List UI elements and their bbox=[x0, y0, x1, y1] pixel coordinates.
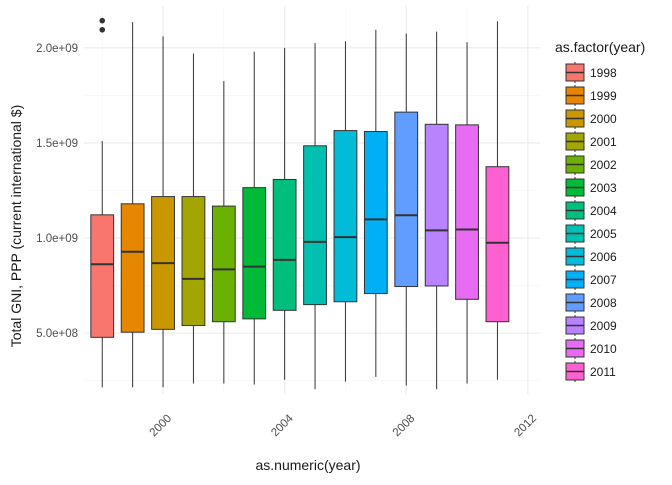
box-2011 bbox=[485, 21, 510, 380]
box-2005 bbox=[303, 43, 327, 390]
legend-item-2004: 2004 bbox=[565, 200, 617, 221]
legend-item-2011: 2011 bbox=[565, 361, 616, 382]
box-body bbox=[303, 145, 327, 306]
legend-items: 1998 1999 2000 2001 2002 2003 2004 2005 2006 2007… bbox=[565, 62, 617, 382]
box-2007 bbox=[363, 29, 388, 377]
box-body bbox=[455, 124, 479, 300]
y-tick-label: 2.0e+09 bbox=[36, 43, 78, 55]
legend-item-2010: 2010 bbox=[565, 338, 617, 359]
legend-label: 2011 bbox=[590, 365, 616, 379]
legend-label: 2010 bbox=[590, 342, 617, 356]
legend-item-2003: 2003 bbox=[565, 177, 617, 198]
legend-item-1998: 1998 bbox=[565, 62, 617, 83]
legend-label: 2003 bbox=[590, 181, 617, 195]
box-2004 bbox=[272, 47, 297, 380]
box-body bbox=[363, 131, 388, 295]
legend-item-2000: 2000 bbox=[565, 108, 617, 129]
legend-label: 1999 bbox=[590, 89, 617, 103]
box-body bbox=[181, 196, 206, 327]
outlier-point bbox=[99, 26, 106, 33]
legend-label: 2004 bbox=[590, 204, 617, 218]
y-tick-label: 1.5e+09 bbox=[36, 138, 78, 150]
box-body bbox=[90, 214, 115, 338]
legend-title: as.factor(year) bbox=[555, 39, 645, 55]
legend-item-1999: 1999 bbox=[565, 85, 617, 106]
box-1999 bbox=[120, 22, 145, 388]
y-tick-label: 5.0e+08 bbox=[36, 328, 78, 340]
box-body bbox=[424, 123, 449, 287]
legend: as.factor(year) 1998 1999 2000 2001 2002 2003… bbox=[555, 39, 645, 382]
legend-label: 2008 bbox=[590, 296, 617, 310]
x-tick-label: 2000 bbox=[148, 413, 175, 440]
box-2003 bbox=[242, 51, 267, 385]
legend-label: 2005 bbox=[590, 227, 617, 241]
legend-item-2009: 2009 bbox=[565, 315, 617, 336]
legend-item-2006: 2006 bbox=[565, 246, 617, 267]
box-2008 bbox=[394, 33, 419, 386]
x-tick-label: 2008 bbox=[391, 413, 418, 440]
box-body bbox=[242, 187, 267, 320]
box-body bbox=[120, 203, 145, 333]
box-body bbox=[211, 205, 236, 323]
box-body bbox=[272, 178, 297, 311]
box-2010 bbox=[455, 42, 479, 384]
x-axis-title: as.numeric(year) bbox=[255, 457, 360, 473]
legend-item-2008: 2008 bbox=[565, 292, 617, 313]
legend-label: 2007 bbox=[590, 273, 617, 287]
legend-label: 2001 bbox=[590, 135, 617, 149]
legend-label: 1998 bbox=[590, 66, 617, 80]
legend-item-2002: 2002 bbox=[565, 154, 617, 175]
legend-label: 2002 bbox=[590, 158, 617, 172]
box-body bbox=[333, 130, 358, 303]
legend-label: 2000 bbox=[590, 112, 617, 126]
legend-item-2001: 2001 bbox=[565, 131, 617, 152]
legend-label: 2006 bbox=[590, 250, 617, 264]
legend-label: 2009 bbox=[590, 319, 617, 333]
outlier-point bbox=[99, 17, 106, 24]
legend-item-2005: 2005 bbox=[565, 223, 617, 244]
box-2009 bbox=[424, 31, 449, 390]
box-2000 bbox=[151, 36, 175, 388]
box-body bbox=[485, 166, 510, 323]
y-tick-label: 1.0e+09 bbox=[36, 233, 78, 245]
x-tick-label: 2012 bbox=[512, 413, 539, 440]
box-2001 bbox=[181, 53, 206, 384]
box-1998 bbox=[90, 17, 115, 388]
y-axis-title: Total GNI, PPP (current international $) bbox=[8, 105, 24, 348]
box-body bbox=[394, 111, 419, 288]
x-tick-label: 2004 bbox=[269, 412, 296, 439]
box-2002 bbox=[211, 81, 236, 384]
box-2006 bbox=[333, 41, 358, 382]
legend-item-2007: 2007 bbox=[565, 269, 617, 290]
box-layer bbox=[90, 17, 510, 390]
